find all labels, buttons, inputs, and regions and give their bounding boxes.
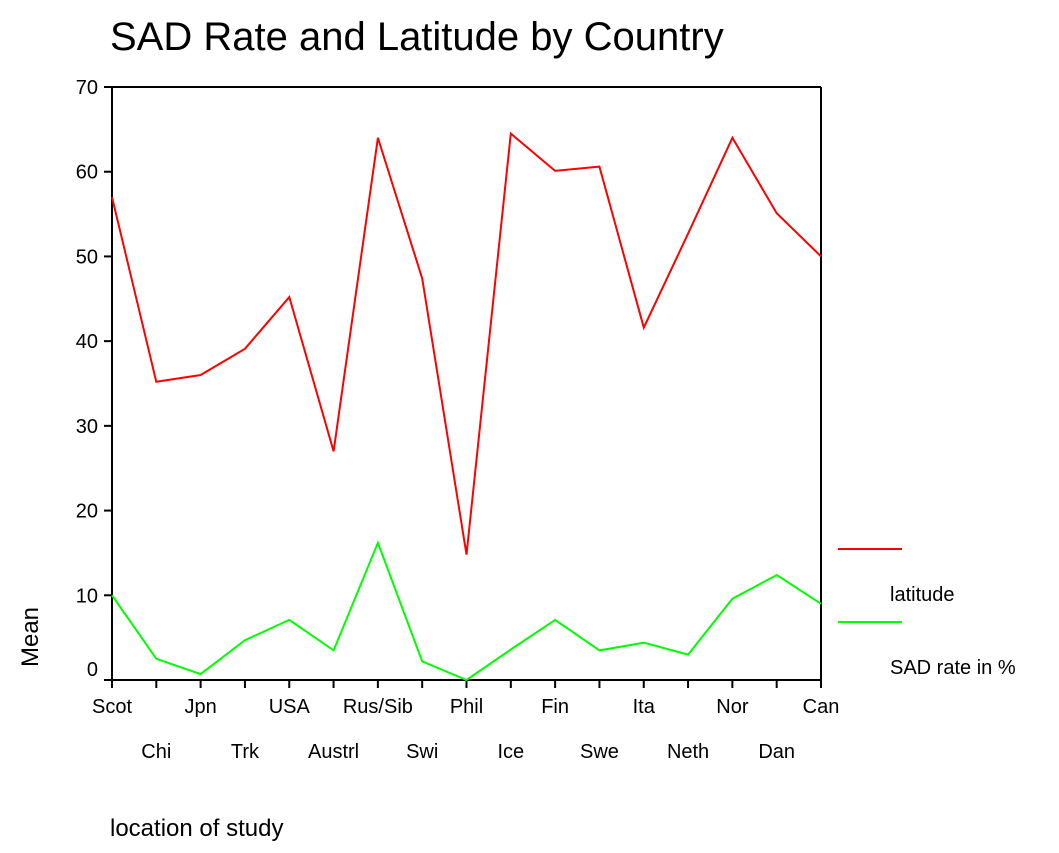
legend: latitude SAD rate in %	[838, 549, 1016, 679]
y-tick-label: 50	[76, 246, 98, 268]
legend-label: SAD rate in %	[890, 657, 1016, 679]
y-axis-ticks: 0 10 20 30 40 50 60 70	[76, 77, 112, 681]
x-axis-ticks: Scot Chi Jpn Trk USA Austrl Rus/Sib Swi Phil Ice F…	[92, 680, 839, 763]
x-tick-label: Austrl	[308, 741, 359, 763]
x-axis-label: location of study	[110, 815, 283, 842]
x-tick-label: Ice	[497, 741, 524, 763]
y-tick-label: 60	[76, 162, 98, 184]
x-tick-label: Can	[803, 696, 840, 718]
y-tick-label: 30	[76, 416, 98, 438]
y-tick-label: 10	[76, 585, 98, 607]
y-tick-label: 40	[76, 331, 98, 353]
y-tick-label: 0	[87, 659, 98, 681]
chart-title: SAD Rate and Latitude by Country	[110, 15, 724, 59]
x-tick-label: Jpn	[185, 696, 217, 718]
x-tick-label: Trk	[231, 741, 260, 763]
x-tick-label: Rus/Sib	[343, 696, 413, 718]
series-line-sad-rate-in	[112, 543, 821, 680]
y-tick-label: 70	[76, 77, 98, 99]
series-lines	[112, 134, 821, 680]
x-tick-label: Phil	[450, 696, 483, 718]
legend-label: latitude	[890, 584, 955, 606]
x-tick-label: Swi	[406, 741, 438, 763]
x-tick-label: Swe	[580, 741, 619, 763]
y-tick-label: 20	[76, 501, 98, 523]
x-tick-label: Dan	[758, 741, 795, 763]
x-tick-label: Scot	[92, 696, 132, 718]
x-tick-label: USA	[269, 696, 311, 718]
series-line-latitude	[112, 134, 821, 555]
x-tick-label: Fin	[541, 696, 569, 718]
x-tick-label: Nor	[716, 696, 749, 718]
y-axis-label: Mean	[17, 607, 44, 667]
x-tick-label: Chi	[141, 741, 171, 763]
x-tick-label: Neth	[667, 741, 709, 763]
x-tick-label: Ita	[633, 696, 656, 718]
